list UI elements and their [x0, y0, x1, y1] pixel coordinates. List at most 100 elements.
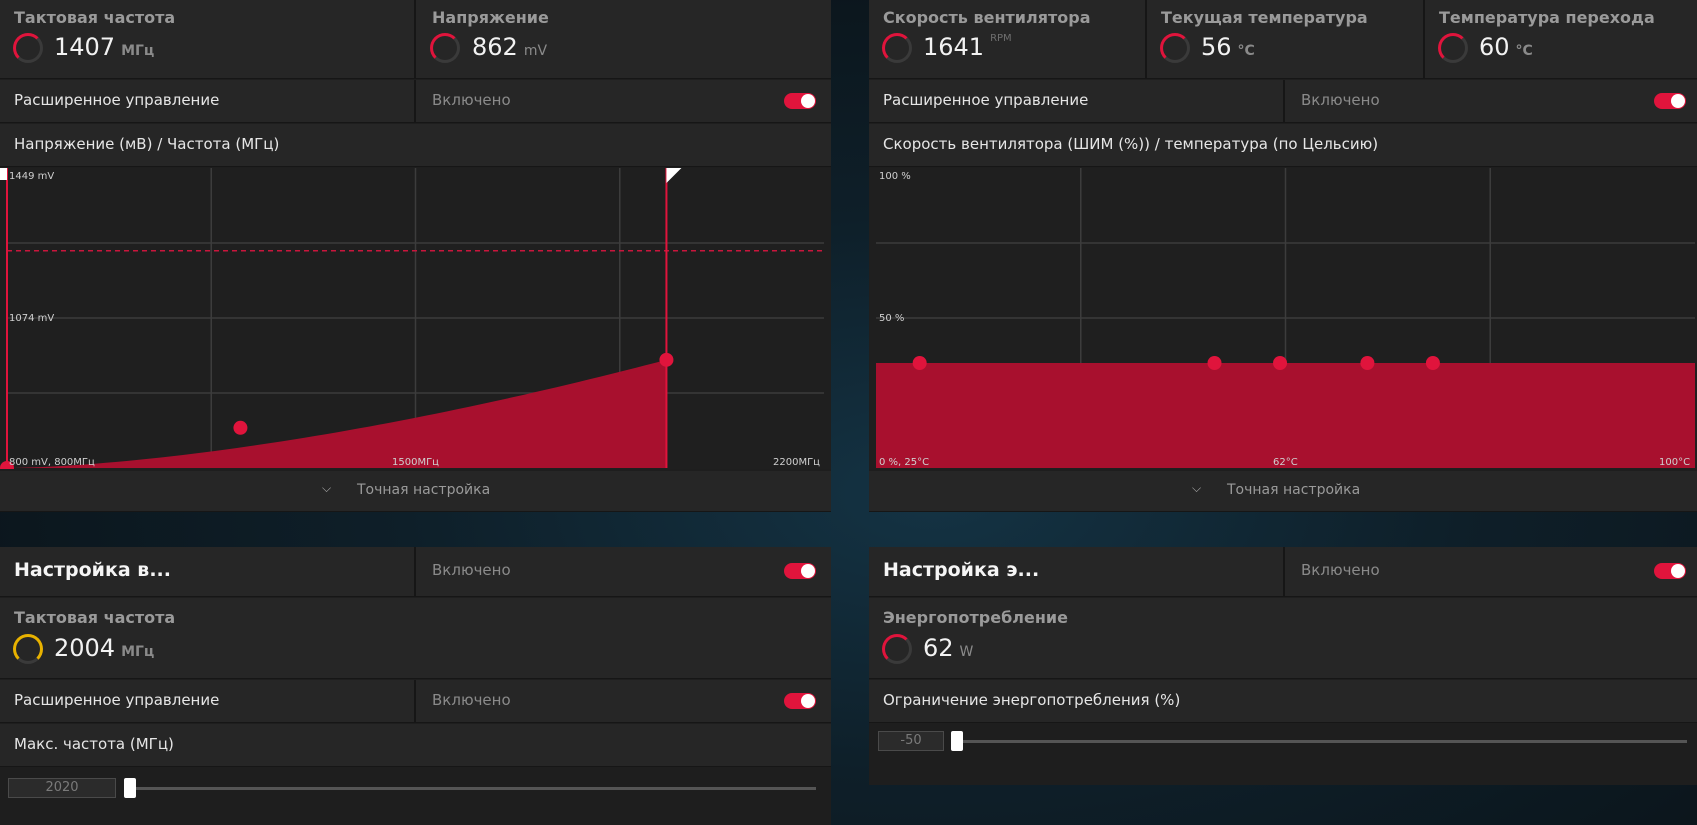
vf-curve-point[interactable] — [233, 420, 248, 435]
clock-metric: Тактовая частота 1407 МГц — [0, 0, 414, 78]
power-tuning-panel: Настройка э... Включено Энергопотреблени… — [869, 547, 1697, 785]
vram-clock-gauge-icon — [13, 634, 43, 664]
fan-origin-tick: 0 %, 25°C — [879, 457, 929, 468]
fan-curve-point[interactable] — [1425, 356, 1440, 370]
vram-clock-label: Тактовая частота — [14, 608, 176, 627]
power-limit-slider-area: -50 — [869, 724, 1697, 785]
fan-advanced-row: Расширенное управление Включено — [869, 80, 1697, 123]
junction-temp-value: 60 °C — [1479, 33, 1533, 61]
fan-speed-label: Скорость вентилятора — [883, 8, 1091, 27]
gpu-metrics-row: Тактовая частота 1407 МГц Напряжение 862 m… — [0, 0, 831, 79]
vf-left-corner-flag — [0, 168, 7, 180]
junction-temp-label: Температура перехода — [1439, 8, 1655, 27]
junction-temp-metric: Температура перехода 60 °C — [1425, 0, 1697, 78]
vf-curve-point[interactable] — [0, 461, 14, 469]
fan-curve-point[interactable] — [1207, 356, 1222, 370]
power-limit-input[interactable]: -50 — [878, 731, 944, 751]
vf-y-top-tick: 1449 mV — [9, 171, 54, 182]
advanced-control-label: Расширенное управление — [14, 91, 220, 109]
power-limit-slider-thumb[interactable] — [951, 731, 963, 751]
clock-label: Тактовая частота — [14, 8, 176, 27]
vf-curve-point[interactable] — [659, 352, 674, 367]
fan-advanced-control-toggle[interactable] — [1654, 93, 1686, 109]
power-header-row: Настройка э... Включено — [869, 547, 1697, 597]
fan-speed-gauge-icon — [882, 33, 912, 63]
vram-header-row: Настройка в... Включено — [0, 547, 831, 597]
vram-tuning-title: Настройка в... — [14, 559, 171, 581]
power-tuning-title: Настройка э... — [883, 559, 1040, 581]
chevron-down-icon: ⌵ — [322, 481, 332, 495]
power-tuning-toggle[interactable] — [1654, 563, 1686, 579]
power-gauge-icon — [882, 634, 912, 664]
max-freq-row: Макс. частота (МГц) — [0, 724, 831, 767]
fan-curve-chart[interactable]: 100 % 50 % 0 %, 25°C 62°C 100°C — [869, 168, 1697, 469]
gpu-tuning-panel: Тактовая частота 1407 МГц Напряжение 862 m… — [0, 0, 831, 512]
vram-tuning-panel: Настройка в... Включено Тактовая частота… — [0, 547, 831, 825]
current-temp-label: Текущая температура — [1161, 8, 1368, 27]
fan-curve-area — [876, 363, 1695, 468]
power-tuning-status: Включено — [1301, 561, 1380, 579]
vf-x-max-tick: 2200МГц — [773, 457, 820, 468]
power-limit-slider-track[interactable] — [959, 740, 1687, 743]
voltage-frequency-chart[interactable]: 1449 mV 1074 mV 800 mV, 800МГц 1500МГц 2… — [0, 168, 831, 469]
fan-curve-point[interactable] — [1360, 356, 1375, 370]
advanced-control-toggle[interactable] — [784, 93, 816, 109]
voltage-label: Напряжение — [432, 8, 549, 27]
clock-value: 1407 МГц — [54, 33, 155, 61]
fan-tuning-panel: Скорость вентилятора 1641 RPM Текущая тем… — [869, 0, 1697, 512]
gpu-chart-title-row: Напряжение (мВ) / Частота (МГц) — [0, 124, 831, 167]
fan-fine-tune-row[interactable]: ⌵ Точная настройка — [869, 471, 1697, 512]
current-temp-value: 56 °C — [1201, 33, 1255, 61]
fan-curve-point[interactable] — [912, 356, 927, 370]
fan-fine-tune-label[interactable]: Точная настройка — [1227, 482, 1361, 498]
vf-origin-tick: 800 mV, 800МГц — [9, 457, 95, 468]
voltage-metric: Напряжение 862 mV — [416, 0, 831, 78]
max-freq-slider-thumb[interactable] — [124, 778, 136, 798]
advanced-status: Включено — [432, 91, 511, 109]
fan-curve-point[interactable] — [1273, 356, 1288, 370]
fan-advanced-status: Включено — [1301, 91, 1380, 109]
temp-gauge-icon — [1160, 33, 1190, 63]
current-temp-metric: Текущая температура 56 °C — [1147, 0, 1423, 78]
vf-curve-area — [7, 359, 667, 468]
voltage-value: 862 mV — [472, 33, 548, 61]
fan-chart-title: Скорость вентилятора (ШИМ (%)) / темпера… — [883, 135, 1379, 153]
fan-x-max-tick: 100°C — [1659, 457, 1690, 468]
fan-advanced-control-label: Расширенное управление — [883, 91, 1089, 109]
voltage-gauge-icon — [430, 33, 460, 63]
max-freq-input[interactable]: 2020 — [8, 778, 116, 798]
max-freq-slider-area: 2020 — [0, 768, 831, 825]
max-freq-label: Макс. частота (МГц) — [14, 735, 174, 753]
fan-x-mid-tick: 62°C — [1273, 457, 1298, 468]
vf-chart-title: Напряжение (мВ) / Частота (МГц) — [14, 135, 280, 153]
gpu-advanced-row: Расширенное управление Включено — [0, 80, 831, 123]
vram-advanced-label: Расширенное управление — [14, 691, 220, 709]
power-limit-row: Ограничение энергопотребления (%) — [869, 680, 1697, 723]
vf-right-corner-flag[interactable] — [666, 168, 682, 183]
fan-y-mid-tick: 50 % — [879, 313, 904, 324]
fan-chart-title-row: Скорость вентилятора (ШИМ (%)) / темпера… — [869, 124, 1697, 167]
fan-speed-metric: Скорость вентилятора 1641 RPM — [869, 0, 1145, 78]
chevron-down-icon: ⌵ — [1192, 481, 1202, 495]
power-limit-label: Ограничение энергопотребления (%) — [883, 691, 1181, 709]
vram-advanced-status: Включено — [432, 691, 511, 709]
power-value: 62 W — [923, 634, 974, 662]
gpu-fine-tune-label[interactable]: Точная настройка — [357, 482, 491, 498]
fan-metrics-row: Скорость вентилятора 1641 RPM Текущая тем… — [869, 0, 1697, 79]
junction-gauge-icon — [1438, 33, 1468, 63]
vf-y-mid-tick: 1074 mV — [9, 313, 54, 324]
fan-y-top-tick: 100 % — [879, 171, 911, 182]
vram-tuning-toggle[interactable] — [784, 563, 816, 579]
fan-speed-value: 1641 RPM — [923, 33, 1012, 61]
vram-advanced-row: Расширенное управление Включено — [0, 680, 831, 723]
vram-metric-row: Тактовая частота 2004 МГц — [0, 598, 831, 679]
vram-clock-value: 2004 МГц — [54, 634, 155, 662]
max-freq-slider-track[interactable] — [128, 787, 816, 790]
power-metric-row: Энергопотребление 62 W — [869, 598, 1697, 679]
power-label: Энергопотребление — [883, 608, 1068, 627]
gpu-fine-tune-row[interactable]: ⌵ Точная настройка — [0, 471, 831, 512]
clock-gauge-icon — [13, 33, 43, 63]
vram-tuning-status: Включено — [432, 561, 511, 579]
vram-advanced-toggle[interactable] — [784, 693, 816, 709]
vf-x-mid-tick: 1500МГц — [392, 457, 439, 468]
